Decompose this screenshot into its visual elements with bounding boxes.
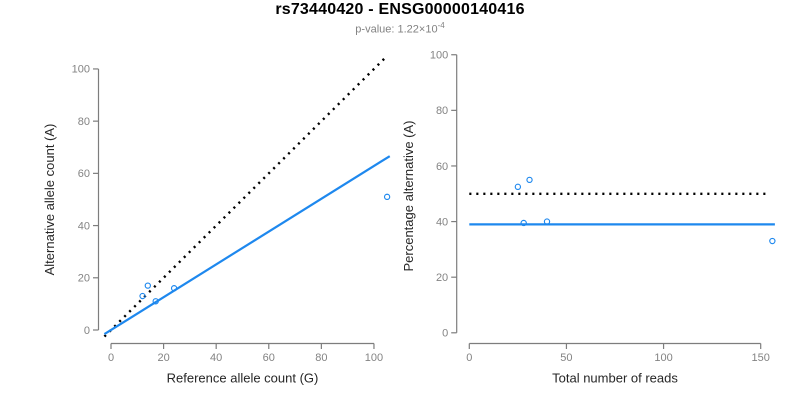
allele-counts-panel-x-tick-label: 20 bbox=[157, 352, 169, 364]
allele-counts-panel-y-tick-label: 20 bbox=[78, 273, 90, 285]
percentage-panel-y-tick-label: 40 bbox=[436, 216, 448, 228]
allele-counts-panel-data-point bbox=[383, 193, 391, 201]
percentage-panel-x-tick-label: 150 bbox=[752, 352, 770, 364]
percentage-panel-y-tick-label: 20 bbox=[436, 272, 448, 284]
allele-counts-panel-data-point bbox=[170, 285, 178, 292]
percentage-panel-y-tick-label: 0 bbox=[442, 328, 448, 340]
percentage-panel-data-point bbox=[526, 176, 533, 184]
plot-subtitle: p-value: 1.22×10-4 bbox=[0, 21, 800, 36]
percentage-panel-y-tick-label: 80 bbox=[436, 105, 448, 117]
percentage-panel-x-tick-label: 50 bbox=[560, 352, 572, 364]
identity-line bbox=[103, 56, 387, 338]
allele-counts-panel-data-point bbox=[139, 292, 146, 300]
allele-counts-panel-x-tick-label: 60 bbox=[263, 352, 275, 364]
plot-title: rs73440420 - ENSG00000140416 bbox=[275, 1, 525, 18]
percentage-panel-y-tick-label: 100 bbox=[430, 50, 448, 62]
allele-counts-panel-x-tick-label: 80 bbox=[315, 352, 327, 364]
allele-counts-panel-y-tick-label: 0 bbox=[84, 325, 90, 337]
allele-counts-panel-y-tick-label: 100 bbox=[72, 64, 90, 76]
allele-counts-panel-data-point bbox=[144, 282, 151, 289]
pvalue-mantissa: 1.22×10 bbox=[397, 23, 438, 36]
allele-counts-panel-x-tick-label: 100 bbox=[365, 352, 383, 364]
allele-counts-panel-x-tick-label: 40 bbox=[210, 352, 222, 364]
percentage-panel-x-axis-title: Total number of reads bbox=[552, 371, 678, 386]
percentage-panel-x-tick-label: 0 bbox=[466, 352, 472, 364]
percentage-panel-data-point bbox=[520, 219, 527, 227]
allele-counts-panel-y-tick-label: 80 bbox=[78, 116, 90, 128]
percentage-panel-data-point bbox=[514, 183, 522, 190]
fit-line bbox=[103, 155, 391, 336]
allele-counts-panel-data-point bbox=[152, 298, 159, 305]
percentage-panel-y-tick-label: 60 bbox=[436, 161, 448, 173]
pvalue-prefix: p-value: bbox=[355, 23, 398, 36]
pvalue-exponent: -4 bbox=[437, 21, 445, 30]
percentage-panel-data-point bbox=[769, 237, 776, 245]
allele-counts-panel-x-tick-label: 0 bbox=[108, 352, 114, 364]
allele-counts-panel-x-axis-title: Reference allele count (G) bbox=[167, 371, 319, 386]
percentage-panel-y-axis-title: Percentage alternative (A) bbox=[401, 120, 416, 271]
allele-counts-panel-y-axis-title: Alternative allele count (A) bbox=[42, 124, 57, 276]
allele-counts-panel-y-tick-label: 40 bbox=[78, 220, 90, 232]
allele-counts-panel-y-tick-label: 60 bbox=[78, 168, 90, 180]
percentage-panel-x-tick-label: 100 bbox=[654, 352, 672, 364]
percentage-panel-data-point bbox=[543, 218, 551, 225]
